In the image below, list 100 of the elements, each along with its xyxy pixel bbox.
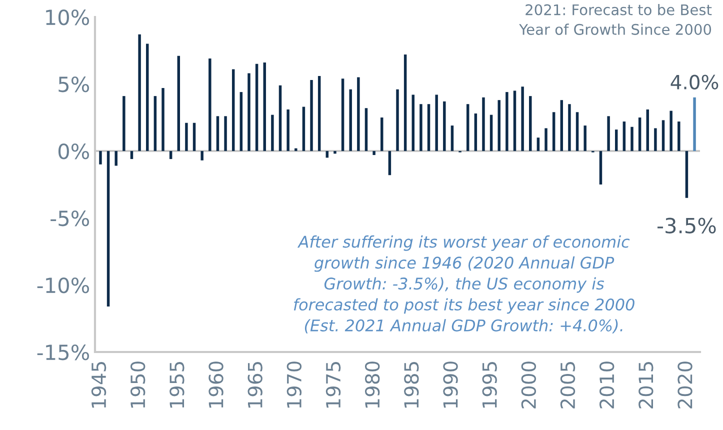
bar [130,151,134,160]
x-tick-label: 2010 [599,362,614,408]
data-label: 4.0% [670,74,718,90]
bar [232,69,235,151]
bar [529,96,532,151]
bar [474,113,478,151]
y-tick-label: -15% [37,344,89,360]
bar [224,116,227,151]
bar [122,96,126,151]
bar [271,114,274,151]
bar [599,151,602,184]
bar [450,126,454,151]
x-tick-label: 2005 [560,362,576,408]
bar [372,151,376,156]
y-tick-label: 0% [58,143,89,160]
bar [154,96,157,151]
bar [185,122,188,151]
bar [349,89,352,151]
bar [614,130,618,151]
bar [396,89,399,151]
bar [638,118,642,151]
bar [114,151,118,166]
bar [302,106,306,151]
bar [678,122,680,151]
bar [334,151,336,154]
bar [482,97,485,151]
bar [99,151,102,164]
bar [364,108,368,151]
bar [278,85,282,151]
x-tick-label: 1980 [364,362,380,408]
bar [607,116,610,151]
x-tick-label: 2020 [678,362,692,408]
x-tick-label: 1950 [130,362,146,408]
bar [286,109,290,151]
bar [443,101,446,151]
bar [576,112,579,151]
y-tick-label: 10% [46,9,89,26]
bar [584,126,586,151]
x-tick-label: 1945 [91,362,106,408]
bar [568,104,571,151]
x-tick-label: 1975 [326,362,341,408]
bar [646,109,649,151]
bar [208,58,212,151]
bar [420,104,422,151]
bar [162,88,164,151]
bar [466,104,470,151]
bar [490,114,493,151]
bar [240,92,243,151]
bar [177,56,180,151]
x-tick-label: 1955 [170,362,184,408]
y-tick-label: -10% [37,277,89,294]
x-tick-label: 1995 [482,362,497,408]
bar [506,92,508,151]
bar [380,118,384,151]
bar [560,100,564,151]
bar [513,90,516,151]
x-tick-label: 2015 [638,362,654,408]
bar [192,122,196,151]
bar [536,138,540,151]
bar [552,112,556,151]
bar [341,78,344,151]
x-tick-label: 1965 [248,362,262,408]
x-tick-label: 1990 [443,362,458,408]
bar [498,100,500,151]
bar [146,44,149,151]
bar [404,54,407,151]
bar [435,94,438,151]
bar [318,76,321,151]
bar [138,34,141,151]
bar [248,73,250,151]
bar [622,122,626,151]
bar [412,94,414,151]
bar [388,151,392,176]
data-label: -3.5% [658,218,716,234]
y-tick-label: 5% [58,76,89,92]
bar [106,151,110,306]
annotation: 2021: Forecast to be Best Year of Growth Since 2000 [519,4,712,35]
bar [310,80,313,151]
bar [169,151,172,160]
x-tick-label: 1985 [404,362,419,408]
bar [521,86,524,151]
bar [200,151,204,160]
bar [685,151,688,198]
x-tick-label: 1970 [286,362,302,408]
y-tick-label: -5% [50,210,89,226]
bar [357,77,360,151]
bar [427,104,430,151]
bar [255,64,258,151]
bar [216,116,220,151]
bar [670,110,672,151]
bar [654,128,657,151]
x-tick-label: 2000 [521,362,536,408]
bar [693,97,696,151]
bar [662,120,665,151]
bar [263,62,266,151]
bar [544,128,548,151]
bar [294,148,298,151]
bar [630,126,634,151]
x-tick-label: 1960 [208,362,224,408]
annotation: After suffering its worst year of economic growth since 1946 (2020 Annual GDP Growth: -3.5%), the US economy is forecasted to post its best year since 2000 (Est. 2021 Annual GDP Growth: +4.0%). [294,235,634,334]
